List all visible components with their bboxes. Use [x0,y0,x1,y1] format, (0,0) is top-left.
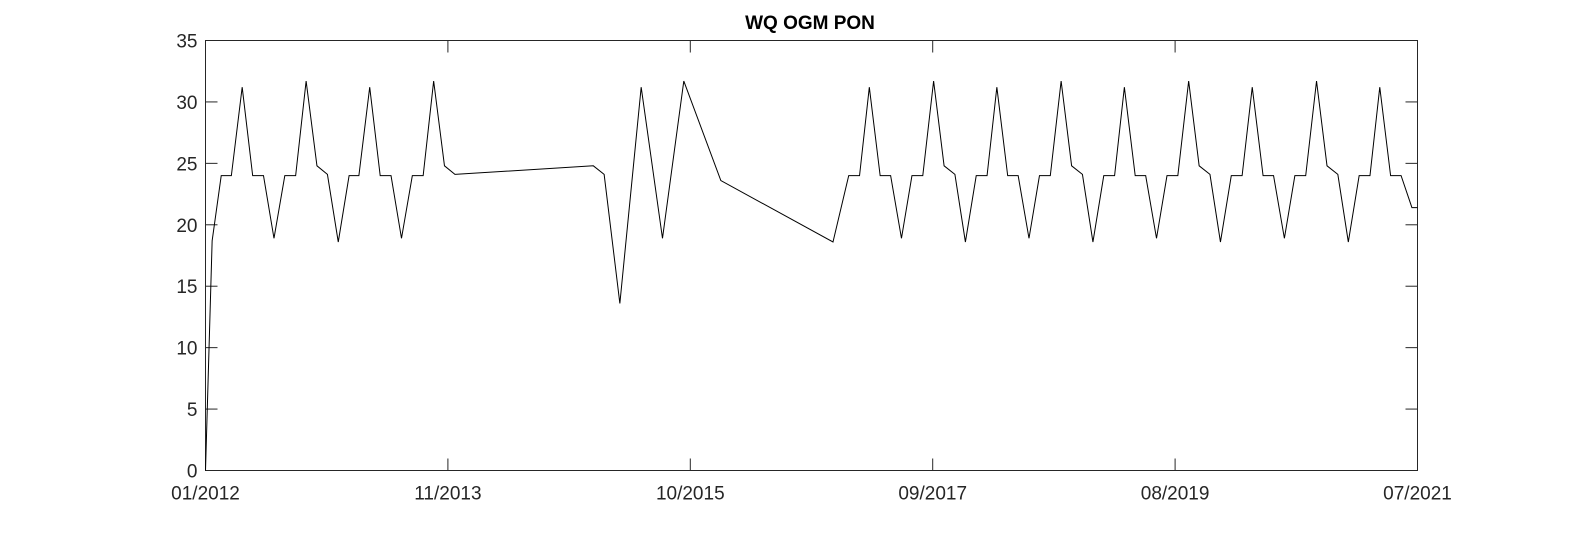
x-tick-label: 07/2021 [1383,484,1452,505]
y-tick-label: 20 [176,216,197,237]
y-tick-label: 15 [176,277,197,298]
x-tick-label: 09/2017 [898,484,967,505]
y-tick-label: 25 [176,154,197,175]
x-axis: 01/2012 11/2013 10/2015 09/2017 08/2019 07/20… [171,40,1452,505]
x-tick-label: 08/2019 [1141,484,1210,505]
chart-title: WQ OGM PON [745,13,875,34]
y-tick-label: 0 [187,462,198,483]
x-tick-label: 01/2012 [171,484,240,505]
y-axis: 0 5 10 15 20 25 30 35 [176,32,1418,483]
y-tick-label: 30 [176,93,197,114]
y-tick-label: 5 [187,400,198,421]
x-tick-label: 11/2013 [414,484,481,505]
y-tick-label: 10 [176,339,197,360]
plot-area [205,40,1418,471]
series-line [205,80,1418,471]
x-tick-label: 10/2015 [656,484,725,505]
y-tick-label: 35 [176,32,197,53]
